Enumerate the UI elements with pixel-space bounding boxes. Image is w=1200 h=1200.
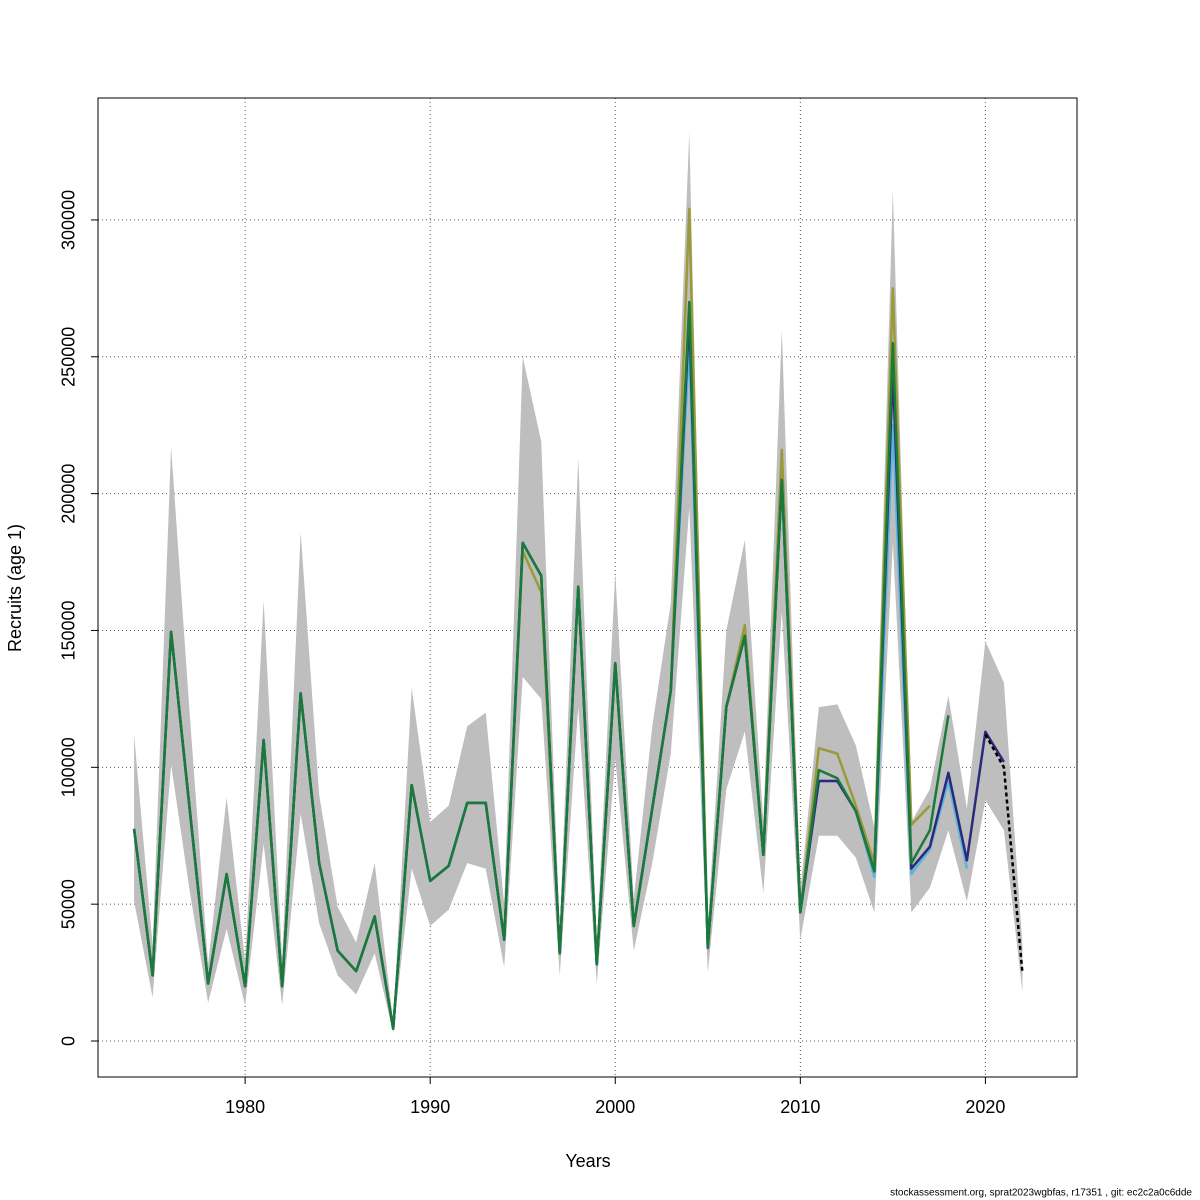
- y-tick-label: 250000: [59, 327, 79, 387]
- plot-frame: [97, 97, 1078, 1078]
- y-axis-label: Recruits (age 1): [5, 524, 25, 652]
- y-tick-label: 150000: [59, 600, 79, 660]
- x-tick-label: 2000: [595, 1097, 635, 1117]
- series-line: [132, 300, 950, 1030]
- y-tick-label: 100000: [59, 737, 79, 797]
- y-tick-label: 300000: [59, 190, 79, 250]
- y-tick-label: 0: [59, 1036, 79, 1046]
- y-tick-label: 200000: [59, 464, 79, 524]
- y-tick-label: 50000: [59, 879, 79, 929]
- x-tick-label: 2020: [965, 1097, 1005, 1117]
- series-line: [984, 733, 1024, 973]
- x-tick-label: 1990: [410, 1097, 450, 1117]
- x-tick-label: 1980: [225, 1097, 265, 1117]
- confidence-band: [134, 132, 1023, 1033]
- x-tick-label: 2010: [780, 1097, 820, 1117]
- footer: stockassessment.org, sprat2023wgbfas, r1…: [890, 1188, 1192, 1199]
- x-axis-label: Years: [565, 1151, 610, 1171]
- series-line: [132, 341, 969, 1030]
